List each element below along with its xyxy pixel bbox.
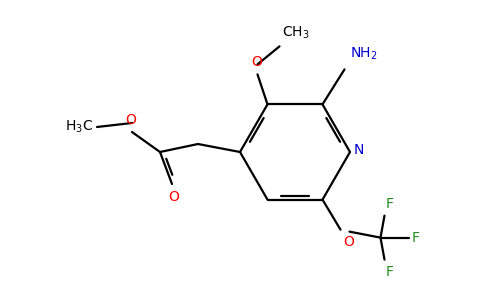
Text: O: O — [344, 235, 354, 249]
Text: O: O — [251, 56, 262, 69]
Text: O: O — [125, 113, 136, 127]
Text: F: F — [385, 265, 393, 279]
Text: F: F — [385, 196, 393, 211]
Text: CH$_3$: CH$_3$ — [282, 25, 309, 41]
Text: F: F — [411, 231, 420, 244]
Text: O: O — [168, 190, 180, 204]
Text: H$_3$C: H$_3$C — [65, 119, 93, 135]
Text: NH$_2$: NH$_2$ — [349, 46, 377, 62]
Text: N: N — [354, 143, 364, 157]
